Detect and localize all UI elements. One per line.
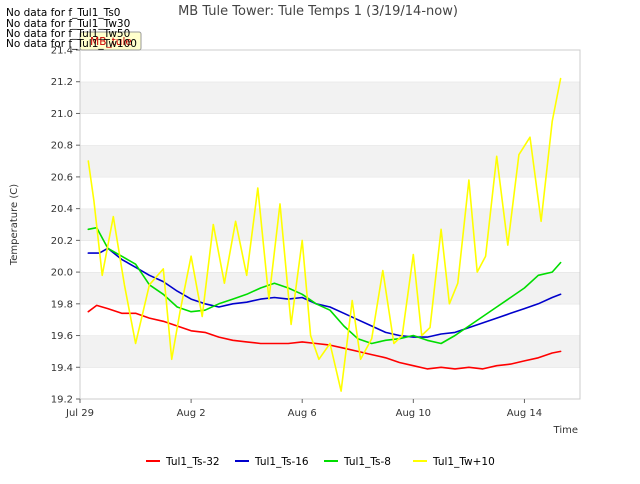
legend-label: Tul1_Tw+10 — [432, 456, 495, 468]
y-tick-label: 21.4 — [51, 46, 73, 57]
grid-band — [80, 303, 580, 336]
plot-area-frame — [79, 49, 581, 400]
no-data-message: No data for f_Tul1_Tw100 — [6, 38, 137, 50]
series-line-tul1-ts-32 — [87, 304, 562, 370]
x-axis: Jul 29 Aug 2 Aug 6 Aug 10 Aug 14 — [65, 399, 542, 419]
grid-band — [80, 208, 580, 241]
series-line-tul1-tw-10 — [87, 77, 562, 392]
legend-label: Tul1_Ts-8 — [343, 456, 391, 468]
legend: Tul1_Ts-32 Tul1_Ts-16 Tul1_Ts-8 Tul1_Tw+10 — [146, 456, 495, 468]
series-lines — [87, 77, 562, 392]
y-tick-label: 20.6 — [51, 172, 73, 183]
x-tick-label: Jul 29 — [65, 408, 94, 419]
y-tick-label: 21.2 — [51, 77, 73, 88]
badge-label: MB_tule — [90, 36, 132, 48]
series-line-tul1-ts-16 — [87, 247, 562, 338]
legend-label: Tul1_Ts-32 — [165, 456, 220, 468]
badge-box — [79, 31, 142, 51]
grid-band — [80, 145, 580, 177]
x-tick-label: Aug 10 — [396, 408, 431, 419]
grid-band — [80, 335, 580, 368]
y-tick-label: 21.0 — [51, 109, 73, 120]
no-data-message: No data for f_Tul1_Ts0 — [6, 7, 121, 19]
grid-band — [80, 113, 580, 146]
grid-bands — [80, 49, 580, 399]
y-tick-label: 20.4 — [51, 204, 73, 215]
x-axis-title: Time — [553, 425, 578, 436]
x-tick-label: Aug 14 — [507, 408, 542, 419]
y-axis-title: Temperature (C) — [9, 184, 20, 266]
y-tick-label: 20.8 — [51, 141, 73, 152]
y-tick-label: 19.6 — [51, 331, 73, 342]
y-axis: 19.2 19.4 19.6 19.8 20.0 20.2 20.4 20.6 20.8 21.0… — [51, 46, 80, 406]
dataset-badge: MB_tule — [79, 31, 142, 51]
y-tick-label: 19.2 — [51, 395, 73, 406]
grid-band — [80, 367, 580, 399]
y-tick-label: 20.2 — [51, 236, 73, 247]
y-tick-label: 19.8 — [51, 299, 73, 310]
legend-label: Tul1_Ts-16 — [254, 456, 309, 468]
x-tick-label: Aug 6 — [288, 408, 317, 419]
no-data-message: No data for f_Tul1_Tw50 — [6, 28, 131, 40]
series-line-tul1-ts-8 — [87, 226, 562, 345]
y-tick-label: 20.0 — [51, 268, 73, 279]
chart-title: MB Tule Tower: Tule Temps 1 (3/19/14-now… — [178, 4, 458, 19]
no-data-message: No data for f_Tul1_Tw30 — [6, 18, 131, 30]
grid-band — [80, 81, 580, 114]
y-tick-label: 19.4 — [51, 363, 73, 374]
grid-band — [80, 240, 580, 273]
grid-band — [80, 50, 580, 82]
grid-band — [80, 176, 580, 209]
x-tick-label: Aug 2 — [177, 408, 206, 419]
